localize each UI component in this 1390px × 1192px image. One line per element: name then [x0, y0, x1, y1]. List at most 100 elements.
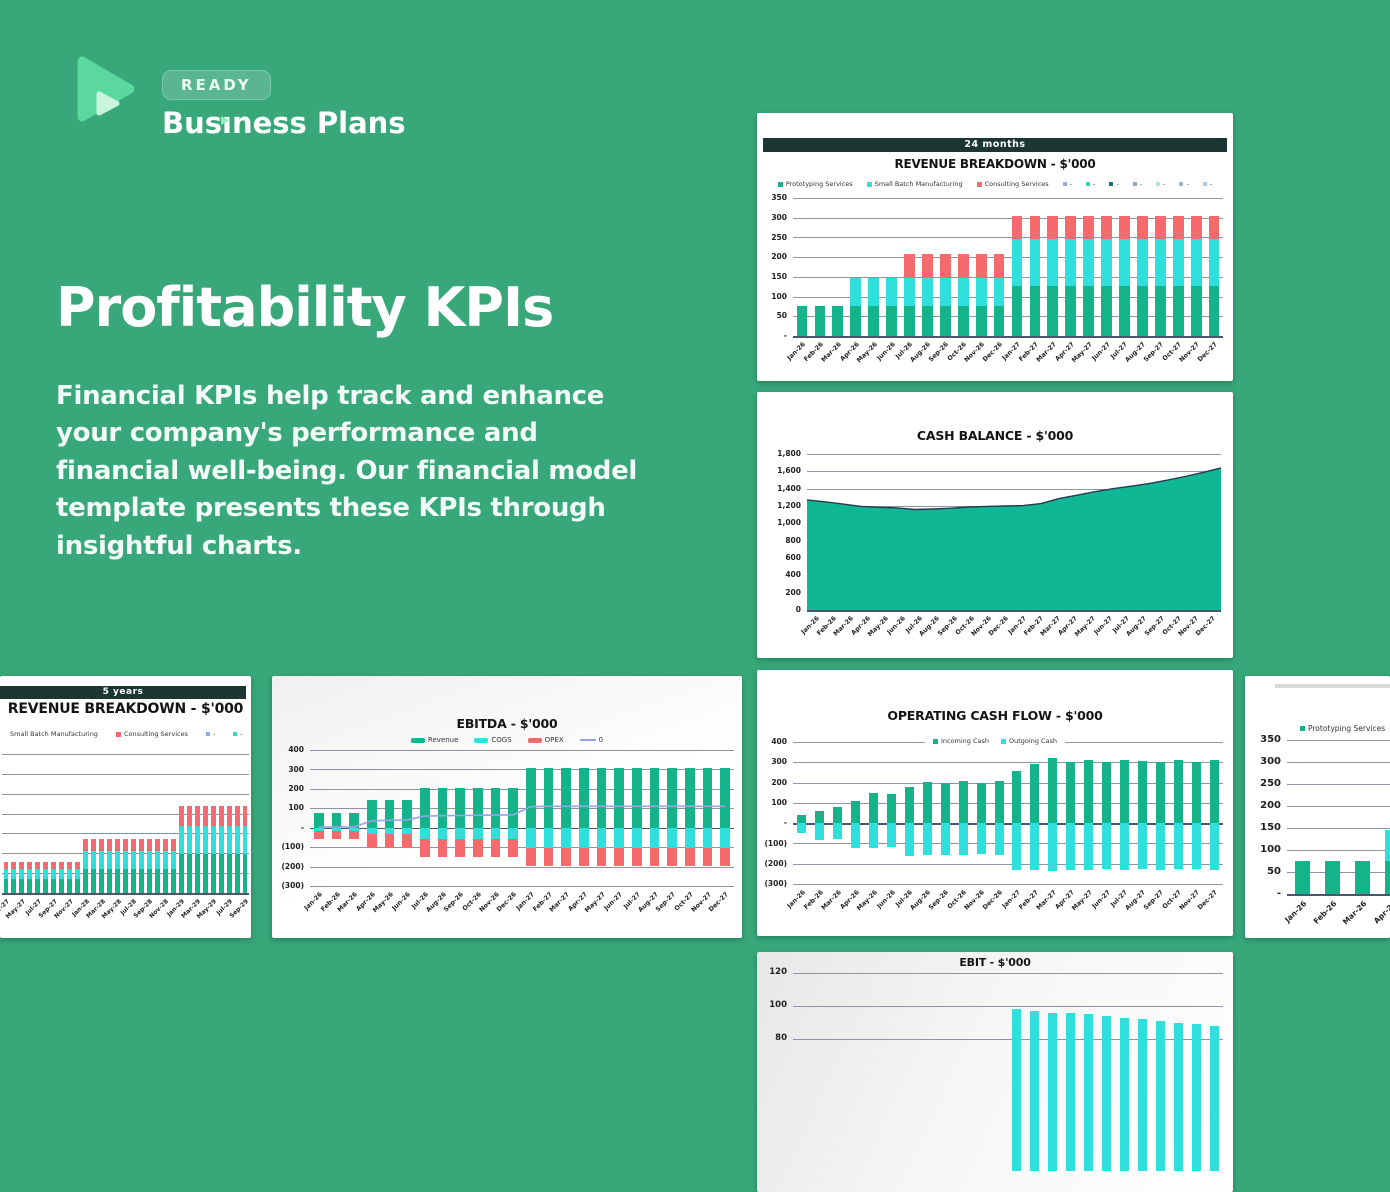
area-series — [807, 454, 1221, 610]
legend-marker — [1133, 182, 1137, 186]
axis-line — [793, 336, 1223, 338]
bar-segment — [1030, 764, 1039, 823]
legend-marker — [116, 732, 121, 737]
legend-item-extra: - — [1179, 180, 1188, 188]
x-axis-label: Jun-26 — [875, 889, 896, 910]
y-axis-label: (200) — [757, 859, 787, 868]
y-axis-label: (200) — [272, 862, 304, 871]
bar-segment — [1083, 286, 1094, 336]
bar-segment — [123, 851, 128, 868]
legend-marker — [206, 732, 210, 736]
bar-segment — [1209, 239, 1220, 285]
bar-segment — [35, 869, 40, 879]
bar-segment — [977, 823, 986, 853]
bar-segment — [832, 306, 843, 336]
bar-segment — [35, 862, 40, 869]
bar-segment — [131, 869, 136, 893]
legend-label: OPEX — [545, 736, 564, 744]
bar-segment — [1174, 823, 1183, 869]
bar-segment — [1385, 830, 1390, 861]
legend-item-extra: - — [206, 730, 215, 738]
bar-segment — [211, 854, 216, 893]
y-axis-label: 100 — [757, 1000, 787, 1010]
bar-segment — [4, 862, 9, 869]
bar-segment — [815, 811, 824, 823]
bar-segment — [976, 254, 987, 278]
bar-segment — [869, 793, 878, 823]
bar-segment — [19, 879, 24, 893]
bar-segment — [187, 826, 192, 854]
bar-segment — [940, 254, 951, 278]
revenue-breakdown-24m-card: 24 months REVENUE BREAKDOWN - $'000 Jan-… — [757, 113, 1233, 381]
bar-segment — [1119, 239, 1130, 285]
legend-item-extra: - — [1086, 180, 1095, 188]
bar-segment — [923, 782, 932, 824]
bar-segment — [1138, 761, 1147, 823]
y-axis-label: 80 — [757, 1033, 787, 1043]
gridline — [1287, 740, 1390, 741]
chart-title: REVENUE BREAKDOWN - $'000 — [0, 701, 251, 717]
y-axis-label: 1,600 — [757, 466, 801, 475]
legend-marker — [1156, 182, 1160, 186]
bar-segment — [815, 823, 824, 840]
gridline — [1287, 784, 1390, 785]
gridline — [1287, 762, 1390, 763]
legend-label: Prototyping Services — [1308, 724, 1385, 733]
bar-segment — [115, 839, 120, 851]
slide-canvas: { "brand": { "badge": "READY", "name": "… — [0, 0, 1390, 1043]
bar-segment — [1137, 286, 1148, 336]
axis-line — [1287, 894, 1390, 896]
play-logo-icon — [75, 52, 139, 126]
bar-segment — [904, 278, 915, 306]
legend-marker — [1109, 182, 1113, 186]
bar-segment — [187, 806, 192, 826]
y-axis-label: 300 — [272, 765, 304, 774]
bar-segment — [1191, 239, 1202, 285]
bar-segment — [1174, 1023, 1183, 1172]
legend-marker — [977, 182, 982, 187]
bar-segment — [995, 823, 1004, 854]
legend-label: Small Batch Manufacturing — [10, 730, 98, 738]
bar-segment — [235, 854, 240, 893]
legend-item: Prototyping Services — [778, 180, 853, 188]
legend-marker — [233, 732, 237, 736]
gridline — [793, 884, 1223, 885]
legend-marker — [1063, 182, 1067, 186]
gridline — [1287, 850, 1390, 851]
bar-segment — [59, 879, 64, 893]
legend-label: - — [213, 730, 215, 738]
y-axis-label: 400 — [272, 745, 304, 754]
bar-segment — [1119, 216, 1130, 240]
bar-segment — [994, 306, 1005, 336]
bar-segment — [1065, 286, 1076, 336]
bar-segment — [67, 879, 72, 893]
bar-segment — [922, 306, 933, 336]
bar-segment — [850, 278, 861, 306]
bar-segment — [977, 783, 986, 824]
bar-segment — [797, 306, 808, 336]
bar-segment — [1155, 239, 1166, 285]
bar-segment — [163, 851, 168, 868]
bar-segment — [1138, 1019, 1147, 1171]
legend-item: Outgoing Cash — [1001, 737, 1057, 745]
axis-line — [2, 893, 249, 895]
legend-item: 0 — [580, 736, 603, 744]
play-accent-icon — [219, 99, 230, 133]
y-axis-label: - — [757, 331, 787, 340]
legend-marker — [933, 739, 938, 744]
bar-segment — [19, 869, 24, 879]
bar-segment — [1084, 823, 1093, 870]
y-axis-label: 1,000 — [757, 518, 801, 527]
bar-segment — [886, 306, 897, 336]
y-axis-label: 150 — [757, 272, 787, 281]
line-series — [310, 750, 734, 886]
bar-segment — [11, 869, 16, 879]
y-axis-label: 0 — [757, 605, 801, 614]
legend-marker — [1086, 182, 1090, 186]
bar-segment — [235, 806, 240, 826]
brand-name-pre: Bus — [162, 106, 222, 140]
